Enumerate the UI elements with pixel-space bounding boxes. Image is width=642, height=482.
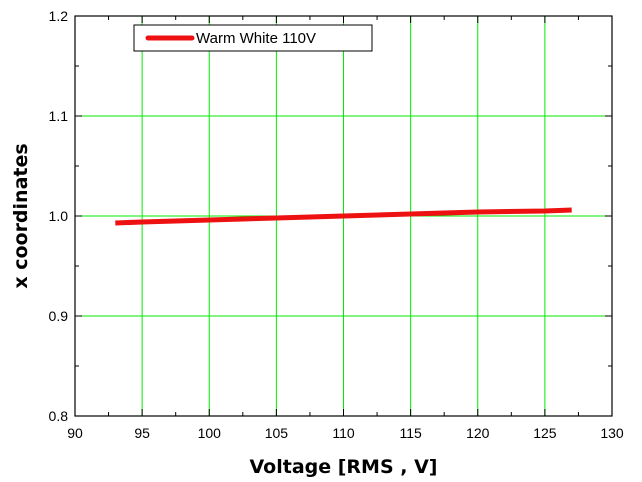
y-axis-title: x coordinates (10, 143, 32, 288)
y-tick-label: 0.9 (49, 308, 69, 324)
y-tick-label: 1.1 (49, 108, 69, 124)
series-line (115, 207, 572, 226)
y-tick-label: 1.2 (49, 8, 69, 24)
x-tick-label: 90 (67, 425, 83, 441)
x-tick-label: 110 (332, 425, 355, 441)
legend-label: Warm White 110V (196, 30, 316, 47)
legend: Warm White 110V (133, 24, 373, 52)
x-tick-label: 105 (265, 425, 289, 441)
x-tick-label: 100 (198, 425, 222, 441)
y-tick-labels: 0.8 0.9 1.0 1.1 1.2 (49, 8, 69, 424)
x-tick-label: 125 (533, 425, 557, 441)
x-tick-labels: 90 95 100 105 110 115 120 125 130 (67, 425, 624, 441)
axis-ticks (74, 15, 613, 417)
y-tick-label: 1.0 (49, 208, 69, 224)
y-tick-label: 0.8 (49, 408, 69, 424)
series-lines (115, 207, 572, 226)
x-axis-title: Voltage [RMS , V] (250, 456, 438, 478)
x-tick-label: 115 (399, 425, 422, 441)
x-tick-label: 120 (466, 425, 490, 441)
x-tick-label: 130 (600, 425, 624, 441)
x-tick-label: 95 (134, 425, 150, 441)
